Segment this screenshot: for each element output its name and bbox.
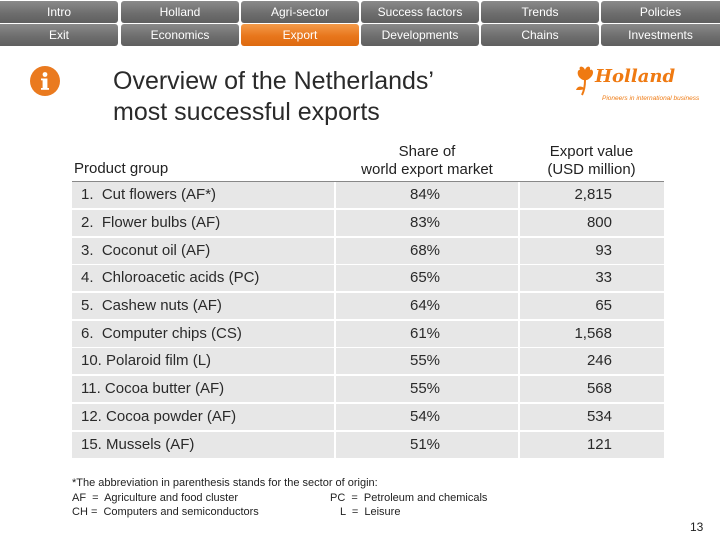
page-title: Overview of the Netherlands’ most succes… [113,66,533,128]
value-cell: 121 [520,432,664,458]
value-cell: 568 [520,376,664,402]
table-row: 6. Computer chips (CS) 61% 1,568 [72,321,664,347]
info-icon[interactable] [30,66,60,96]
nav-row-2: Exit Economics Export Developments Chain… [0,24,720,46]
table-row: 11. Cocoa butter (AF) 55% 568 [72,376,664,402]
nav-developments[interactable]: Developments [361,24,479,46]
nav-export[interactable]: Export [241,24,359,46]
table-row: 12. Cocoa powder (AF) 54% 534 [72,404,664,430]
share-cell: 54% [336,404,518,430]
share-cell: 55% [336,348,518,374]
product-cell: 1. Cut flowers (AF*) [72,182,334,208]
product-cell: 4. Chloroacetic acids (PC) [72,265,334,291]
value-cell: 65 [520,293,664,319]
value-cell: 246 [520,348,664,374]
product-cell: 11. Cocoa butter (AF) [72,376,334,402]
nav-intro[interactable]: Intro [0,1,118,23]
table-row: 3. Coconut oil (AF) 68% 93 [72,238,664,264]
header-share-line-2: world export market [361,161,493,178]
product-cell: 6. Computer chips (CS) [72,321,334,347]
product-cell: 15. Mussels (AF) [72,432,334,458]
share-cell: 84% [336,182,518,208]
value-cell: 2,815 [520,182,664,208]
table-row: 10. Polaroid film (L) 55% 246 [72,348,664,374]
table-row: 1. Cut flowers (AF*) 84% 2,815 [72,182,664,208]
footnote-intro: *The abbreviation in parenthesis stands … [72,477,378,489]
page-title-line-1: Overview of the Netherlands’ [113,67,434,95]
table-row: 2. Flower bulbs (AF) 83% 800 [72,210,664,236]
share-cell: 83% [336,210,518,236]
nav-agri-sector[interactable]: Agri-sector [241,1,359,23]
page-title-line-2: most successful exports [113,98,380,126]
header-share-line-1: Share of [398,143,456,160]
footnote-pc: PC = Petroleum and chemicals [330,491,488,504]
share-cell: 61% [336,321,518,347]
header-divider [72,181,664,182]
page-number: 13 [690,520,704,534]
nav-policies[interactable]: Policies [601,1,720,23]
share-cell: 64% [336,293,518,319]
nav-success-factors[interactable]: Success factors [361,1,479,23]
value-cell: 534 [520,404,664,430]
nav-chains[interactable]: Chains [481,24,599,46]
product-cell: 2. Flower bulbs (AF) [72,210,334,236]
table-row: 15. Mussels (AF) 51% 121 [72,432,664,458]
value-cell: 800 [520,210,664,236]
share-cell: 68% [336,238,518,264]
product-cell: 12. Cocoa powder (AF) [72,404,334,430]
footnote-ch: CH = Computers and semiconductors [72,506,259,518]
product-cell: 3. Coconut oil (AF) [72,238,334,264]
share-cell: 51% [336,432,518,458]
table-row: 4. Chloroacetic acids (PC) 65% 33 [72,265,664,291]
value-cell: 93 [520,238,664,264]
header-share: Share of world export market [336,143,518,179]
header-value-line-2: (USD million) [547,161,636,178]
value-cell: 1,568 [520,321,664,347]
table-row: 5. Cashew nuts (AF) 64% 65 [72,293,664,319]
logo-wordmark: Holland [595,66,676,87]
product-cell: 10. Polaroid film (L) [72,348,334,374]
share-cell: 65% [336,265,518,291]
product-cell: 5. Cashew nuts (AF) [72,293,334,319]
header-product-group: Product group [74,160,169,177]
nav-row-1: Intro Holland Agri-sector Success factor… [0,1,720,23]
nav-trends[interactable]: Trends [481,1,599,23]
header-export-value: Export value (USD million) [520,143,663,179]
tulip-icon [576,66,594,96]
holland-logo: Holland Pioneers in international busine… [575,62,705,108]
logo-tagline: Pioneers in international business [602,95,700,102]
nav-investments[interactable]: Investments [601,24,720,46]
header-value-line-1: Export value [549,143,634,160]
share-cell: 55% [336,376,518,402]
nav-economics[interactable]: Economics [121,24,239,46]
footnote-l: L = Leisure [340,506,401,518]
nav-exit[interactable]: Exit [0,24,118,46]
nav-holland[interactable]: Holland [121,1,239,23]
value-cell: 33 [520,265,664,291]
footnote-af: AF = Agriculture and food cluster [72,491,239,504]
